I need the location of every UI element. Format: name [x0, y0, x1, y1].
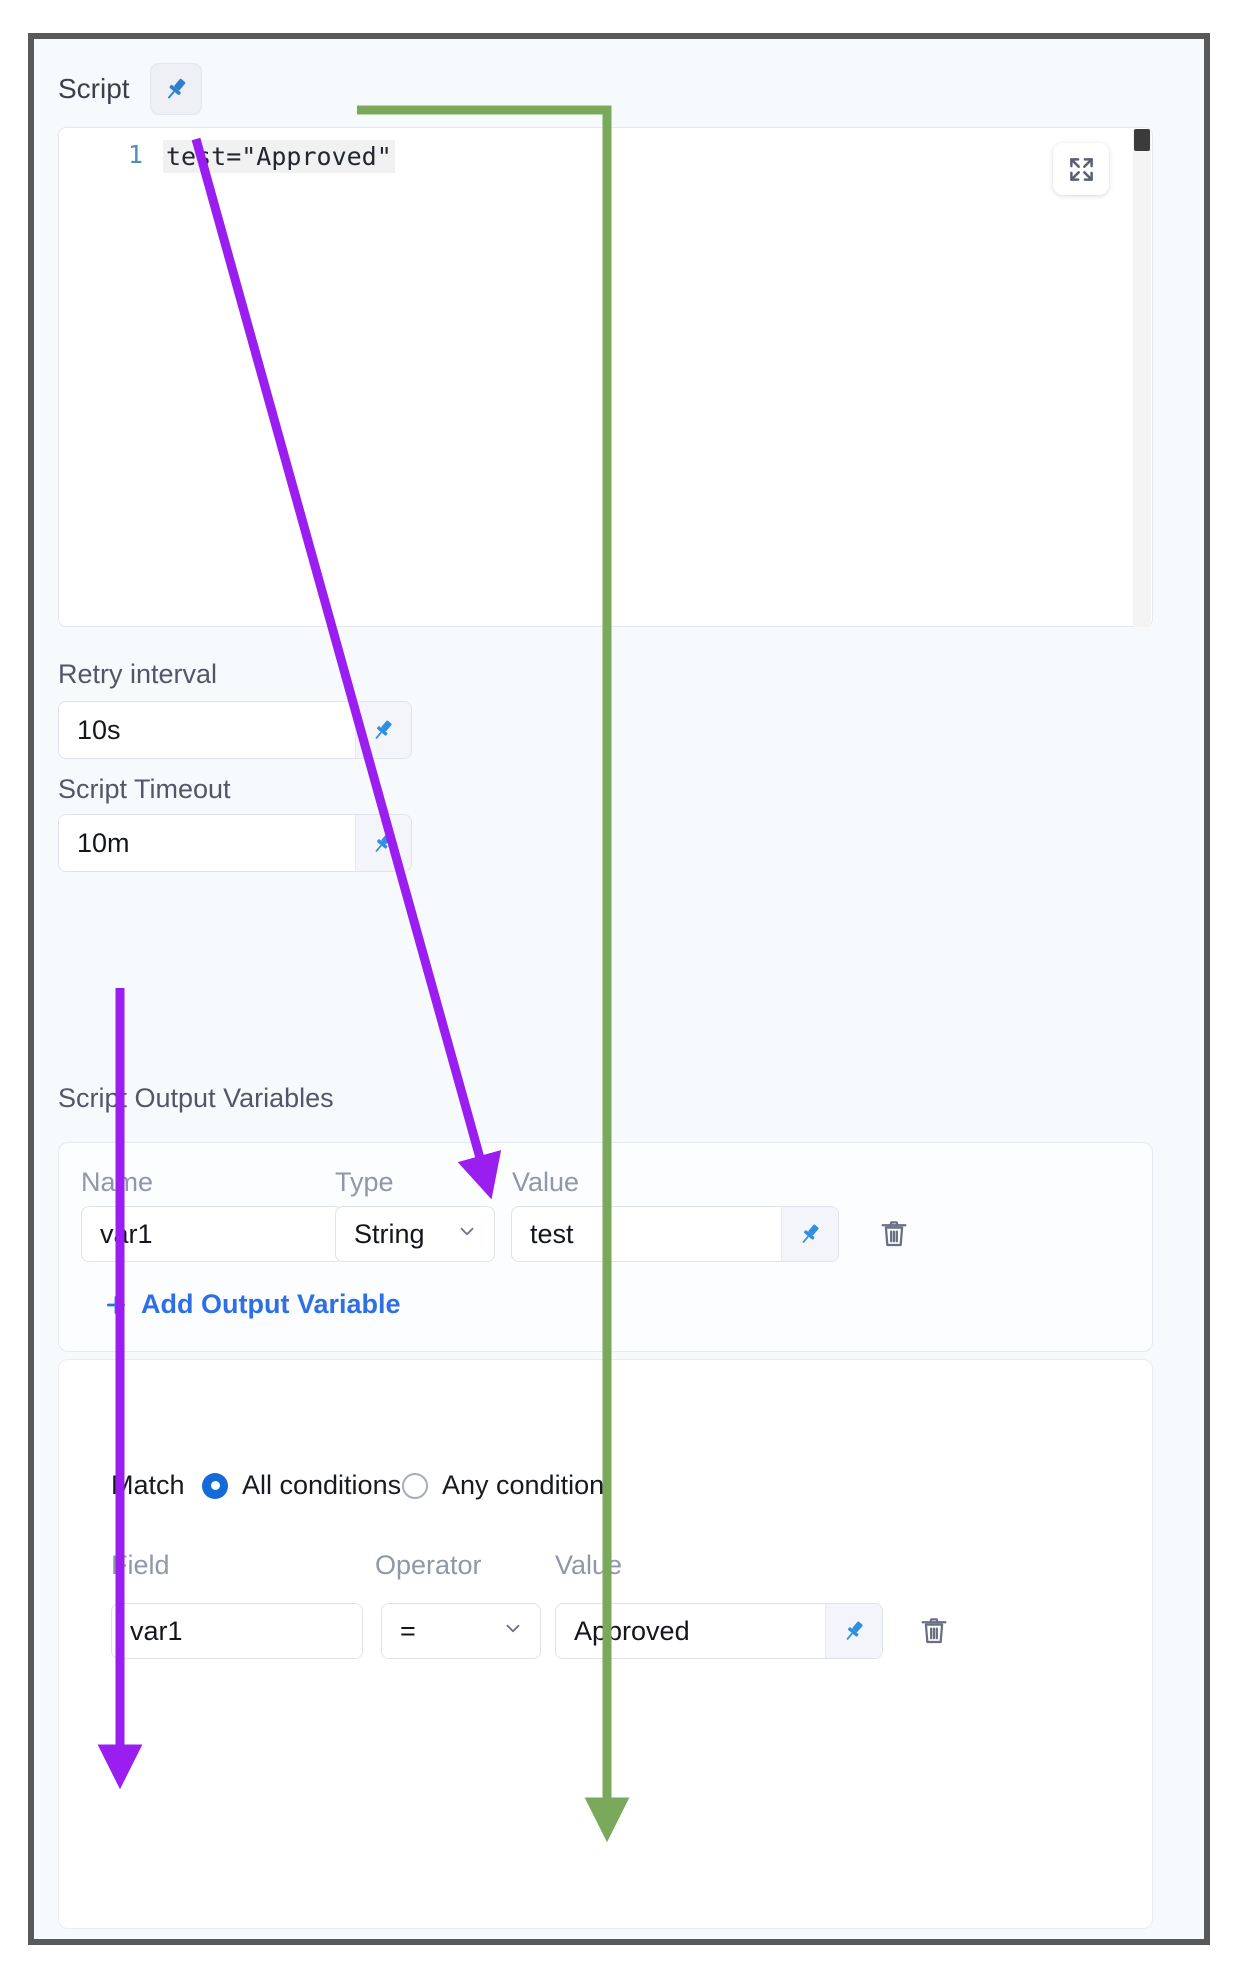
- retry-interval-pin-button[interactable]: [354, 702, 411, 758]
- output-row-delete-button[interactable]: [877, 1215, 911, 1256]
- output-col-name: Name: [81, 1167, 154, 1197]
- output-variables-card: Name Type Value var1 String test: [58, 1142, 1153, 1352]
- script-title: Script: [58, 73, 130, 104]
- pin-icon: [802, 1224, 819, 1243]
- retry-interval-input[interactable]: 10s: [59, 702, 355, 758]
- output-col-type: Type: [335, 1167, 394, 1197]
- pin-icon: [375, 833, 392, 852]
- add-output-variable-label: Add Output Variable: [141, 1289, 401, 1319]
- radio-all-conditions-indicator[interactable]: [202, 1472, 228, 1499]
- retry-interval-label: Retry interval: [58, 659, 218, 689]
- pin-icon: [167, 78, 185, 99]
- radio-all-conditions[interactable]: All conditions: [202, 1470, 401, 1501]
- editor-code-line: test="Approved": [163, 140, 395, 173]
- output-value-input-group[interactable]: test: [511, 1206, 839, 1262]
- radio-any-condition-label: Any condition: [442, 1470, 605, 1500]
- chevron-down-icon: [502, 1618, 524, 1645]
- match-label: Match: [111, 1470, 185, 1500]
- condition-operator-select[interactable]: =: [381, 1603, 541, 1659]
- condition-operator-value: =: [400, 1615, 416, 1646]
- condition-value-pin-button[interactable]: [825, 1604, 882, 1658]
- script-code-editor[interactable]: 1 test="Approved": [58, 127, 1153, 627]
- output-value-pin-button[interactable]: [781, 1207, 838, 1261]
- condition-col-operator: Operator: [375, 1550, 482, 1580]
- output-name-input[interactable]: var1: [81, 1206, 343, 1262]
- match-label-group: Match: [111, 1470, 185, 1501]
- script-config-panel: Script 1 test="Approved": [34, 39, 1204, 1939]
- output-value-input[interactable]: test: [530, 1218, 574, 1249]
- script-pin-button[interactable]: [149, 63, 202, 115]
- retry-interval-input-group[interactable]: 10s: [58, 701, 412, 759]
- script-timeout-pin-button[interactable]: [354, 815, 411, 871]
- editor-scrollbar[interactable]: [1133, 129, 1151, 627]
- condition-field-input[interactable]: var1: [111, 1603, 363, 1659]
- screenshot-frame: Script 1 test="Approved": [28, 33, 1210, 1945]
- expand-icon: [1069, 157, 1093, 181]
- condition-value-input[interactable]: Approved: [574, 1615, 690, 1646]
- trash-icon: [921, 1618, 947, 1644]
- script-timeout-input[interactable]: 10m: [59, 815, 355, 871]
- plus-icon: [107, 1295, 125, 1314]
- condition-col-field: Field: [111, 1550, 170, 1580]
- script-timeout-label: Script Timeout: [58, 774, 231, 804]
- add-output-variable-button[interactable]: Add Output Variable: [103, 1289, 401, 1320]
- editor-expand-button[interactable]: [1053, 143, 1109, 195]
- condition-row-delete-button[interactable]: [917, 1612, 951, 1653]
- editor-gutter: 1: [59, 128, 159, 626]
- script-section-header: Script: [58, 63, 202, 115]
- output-type-value: String: [354, 1218, 425, 1249]
- trash-icon: [881, 1221, 907, 1247]
- output-name-value: var1: [100, 1218, 153, 1249]
- radio-any-condition-indicator[interactable]: [402, 1472, 428, 1499]
- condition-value-input-group[interactable]: Approved: [555, 1603, 883, 1659]
- output-variables-label: Script Output Variables: [58, 1083, 334, 1113]
- radio-all-conditions-label: All conditions: [242, 1470, 402, 1500]
- editor-line-number: 1: [127, 140, 143, 169]
- editor-scrollbar-thumb[interactable]: [1134, 129, 1150, 151]
- conditions-card: Match All conditions Any condition Field…: [58, 1359, 1153, 1929]
- output-type-select[interactable]: String: [335, 1206, 495, 1262]
- output-col-value: Value: [512, 1167, 580, 1197]
- pin-icon: [375, 720, 392, 739]
- chevron-down-icon: [456, 1221, 478, 1248]
- condition-col-value: Value: [555, 1550, 623, 1580]
- condition-field-value: var1: [130, 1615, 183, 1646]
- pin-icon: [846, 1621, 863, 1640]
- script-timeout-input-group[interactable]: 10m: [58, 814, 412, 872]
- radio-any-condition[interactable]: Any condition: [402, 1470, 604, 1501]
